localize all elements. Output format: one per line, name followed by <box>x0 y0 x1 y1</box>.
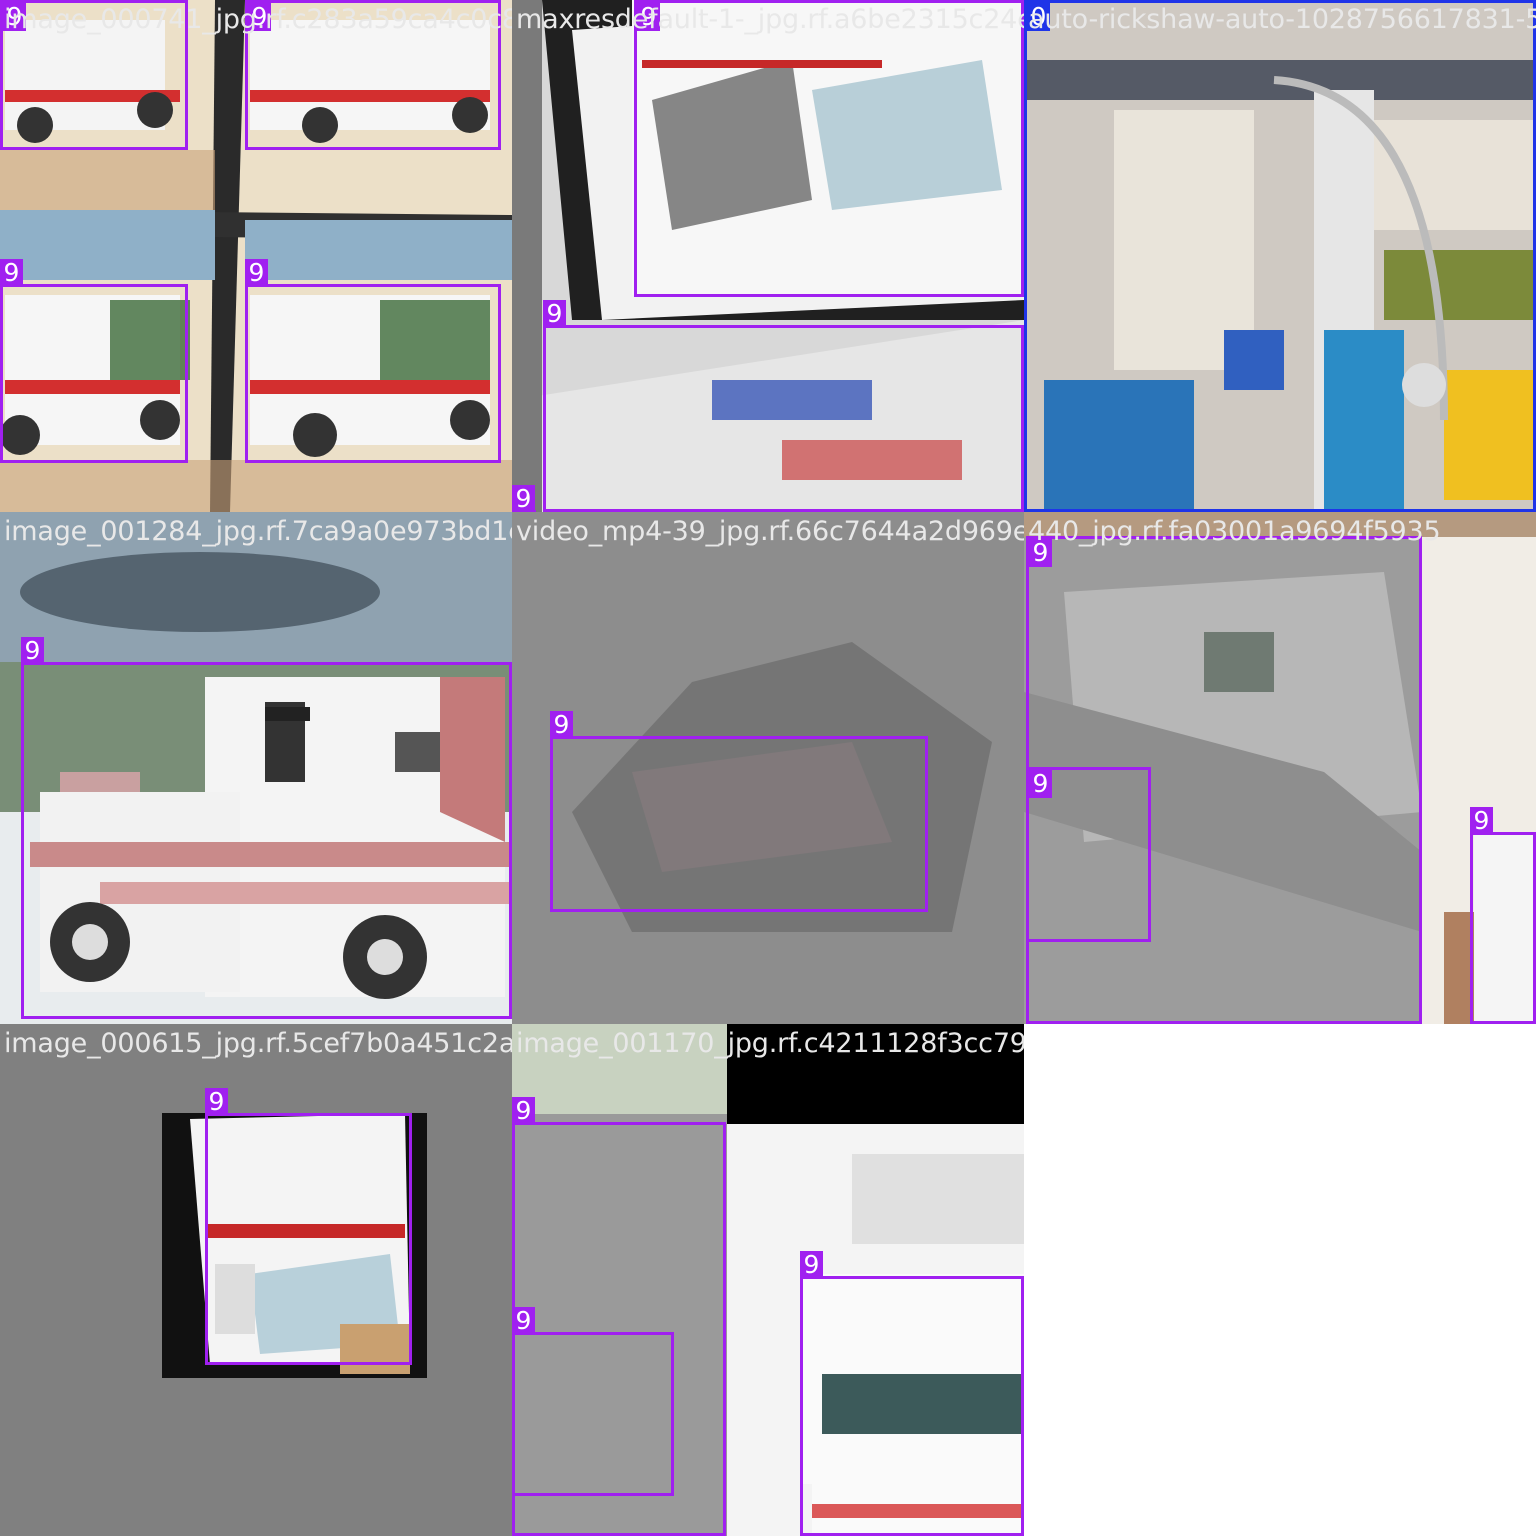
tile-4-image <box>0 512 512 1024</box>
tile-4: image_001284_jpg.rf.7ca9a0e973bd1e6e9 9 <box>0 512 512 1024</box>
ambulance-box: 9 <box>1026 767 1151 942</box>
ambulance-box: 9 <box>0 0 188 150</box>
tile-6-filename: 440_jpg.rf.fa03001a9694f5935 <box>1028 516 1441 547</box>
tile-3-image <box>1024 0 1536 512</box>
class-label: 9 <box>205 1088 228 1116</box>
auto-box: 0 <box>1024 0 1536 512</box>
ambulance-box: 9 <box>205 1088 412 1365</box>
ambulance-box: 9 <box>800 1251 1024 1536</box>
ambulance-box: 9 <box>21 637 512 1019</box>
class-label: 9 <box>245 259 268 287</box>
class-label: 9 <box>3 3 26 31</box>
tile-2-image <box>512 0 1024 512</box>
class-label: 9 <box>1029 770 1052 798</box>
ambulance-box: 9 <box>1470 807 1536 1024</box>
class-label: 9 <box>550 711 573 739</box>
ambulance-box: 9 <box>512 1307 674 1496</box>
tile-1-filename: image_000741_jpg.rf.c283a59ca4c0c89a <box>4 4 512 35</box>
tile-9-empty <box>1024 1024 1536 1536</box>
tile-2: maxresdefault-1-_jpg.rf.a6be2315c24e0b4 … <box>512 0 1024 512</box>
tile-3-filename: auto-rickshaw-auto-1028756617831-500x5 <box>1028 4 1536 35</box>
ambulance-box: 9 <box>543 300 1024 512</box>
tile-7: image_000615_jpg.rf.5cef7b0a451c2a1585 9 <box>0 1024 512 1536</box>
class-label: 9 <box>637 3 660 31</box>
tile-5-image <box>512 512 1024 1024</box>
tile-3: auto-rickshaw-auto-1028756617831-500x5 0 <box>1024 0 1536 512</box>
ambulance-box: 9 <box>0 259 188 463</box>
class-label: 9 <box>0 259 23 287</box>
tile-8: image_001170_jpg.rf.c4211128f3cc7914b299… <box>512 1024 1024 1536</box>
tile-4-filename: image_001284_jpg.rf.7ca9a0e973bd1e6e9 <box>4 516 512 547</box>
class-label: 9 <box>512 485 535 512</box>
class-label: 0 <box>1027 3 1050 31</box>
class-label: 9 <box>543 300 566 328</box>
tile-8-image <box>512 1024 1024 1536</box>
tile-5-filename: video_mp4-39_jpg.rf.66c7644a2d969e <box>516 516 1024 547</box>
ambulance-box: 9 <box>512 485 536 512</box>
tile-7-image <box>0 1024 512 1536</box>
ambulance-box: 9 <box>550 711 928 912</box>
tile-1: image_000741_jpg.rf.c283a59ca4c0c89a 9 9… <box>0 0 512 512</box>
tile-7-filename: image_000615_jpg.rf.5cef7b0a451c2a1585 <box>4 1028 512 1059</box>
tile-8-filename: image_001170_jpg.rf.c4211128f3cc7914b299 <box>516 1028 1024 1059</box>
class-label: 9 <box>512 1307 535 1335</box>
class-label: 9 <box>248 3 271 31</box>
ambulance-box: 9 <box>245 259 501 463</box>
tile-6: 440_jpg.rf.fa03001a9694f5935 9 9 9 <box>1024 512 1536 1024</box>
ambulance-box: 9 <box>245 0 501 150</box>
class-label: 9 <box>800 1251 823 1279</box>
tile-5: video_mp4-39_jpg.rf.66c7644a2d969e 9 <box>512 512 1024 1024</box>
tile-1-image <box>0 0 512 512</box>
class-label: 9 <box>21 637 44 665</box>
class-label: 9 <box>1029 539 1052 567</box>
class-label: 9 <box>1470 807 1493 835</box>
class-label: 9 <box>512 1097 535 1125</box>
tile-2-filename: maxresdefault-1-_jpg.rf.a6be2315c24e0b4 <box>516 4 1024 35</box>
ambulance-box: 9 <box>634 0 1024 297</box>
tile-6-image <box>1024 512 1536 1024</box>
